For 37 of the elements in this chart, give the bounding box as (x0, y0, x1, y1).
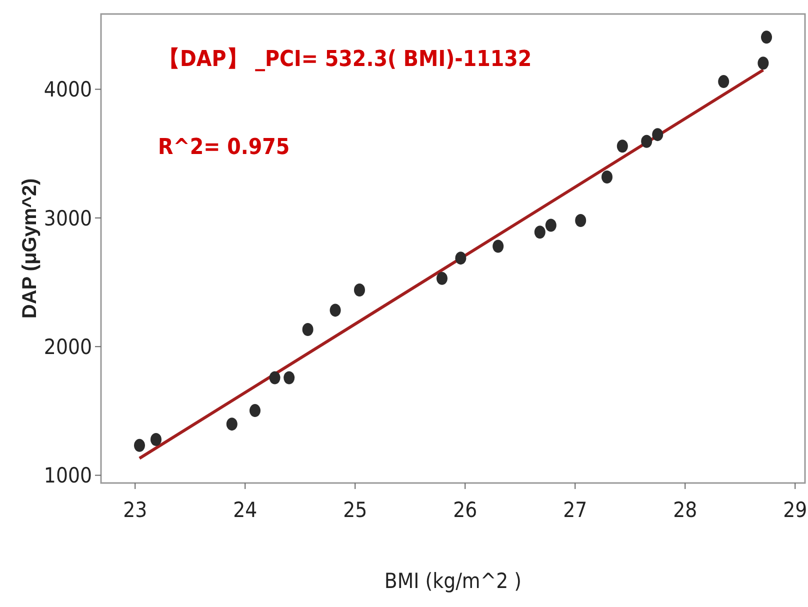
point (761, 30, 772, 44)
x-tick-label: 28 (673, 498, 698, 522)
point (455, 252, 466, 265)
point (226, 418, 238, 431)
point (269, 371, 280, 384)
x-tick-label: 27 (563, 498, 588, 522)
y-tick-label: 1000 (44, 464, 92, 488)
point (616, 140, 628, 153)
point (492, 240, 504, 253)
point (718, 75, 730, 88)
point (302, 322, 314, 336)
point (284, 371, 295, 384)
x-tick-label: 26 (453, 498, 478, 522)
point (534, 226, 546, 239)
x-tick-label: 25 (343, 498, 368, 522)
point (545, 218, 556, 232)
point (602, 170, 612, 184)
x-tick-label: 24 (233, 498, 258, 522)
point (641, 134, 652, 148)
point (652, 128, 664, 142)
y-axis-title: DAP (μGym^2) (19, 178, 41, 319)
point (330, 304, 341, 317)
x-axis-title: BMI (kg/m^2 ) (384, 569, 522, 593)
y-tick-label: 3000 (44, 206, 92, 230)
point (758, 56, 769, 70)
annotation: R^2= 0.975 (158, 135, 290, 160)
x-tick-label: 29 (783, 498, 808, 522)
point (575, 214, 586, 228)
point (150, 433, 162, 446)
point (436, 272, 448, 285)
point (354, 283, 365, 296)
point (250, 404, 260, 418)
point (134, 438, 145, 452)
x-tick-label: 23 (123, 498, 148, 522)
y-tick-label: 4000 (44, 78, 92, 102)
annotation: 【DAP】 _PCI= 532.3( BMI)-11132 (158, 47, 532, 72)
y-tick-label: 2000 (44, 334, 92, 359)
